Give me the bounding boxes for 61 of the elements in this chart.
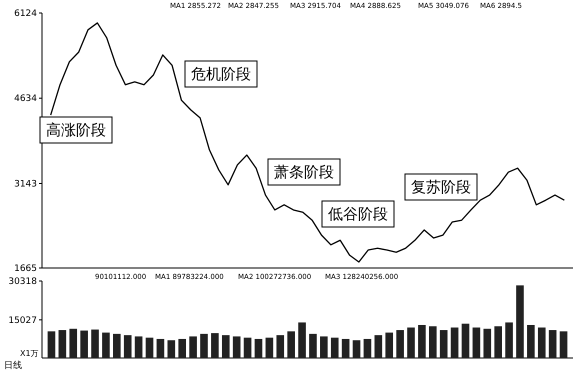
y-tick-label: 30318 (8, 277, 38, 287)
bar (352, 340, 360, 358)
bar (407, 328, 415, 358)
bar (527, 324, 535, 358)
y-tick-label: 3143 (14, 179, 37, 190)
bar (134, 336, 142, 358)
bar (222, 335, 230, 358)
bar (428, 326, 437, 358)
bar (505, 322, 513, 358)
bar (287, 331, 295, 358)
bar (364, 338, 372, 358)
bar (298, 322, 306, 358)
annotation: 低谷阶段 (328, 205, 388, 223)
bar (483, 328, 492, 358)
bar (178, 338, 186, 358)
bar (440, 330, 448, 358)
annotation: 高涨阶段 (46, 121, 106, 139)
annotation: 危机阶段 (191, 65, 251, 83)
bar (418, 324, 426, 358)
bar (494, 326, 502, 358)
bar (211, 333, 219, 358)
bar (200, 334, 208, 358)
bar (156, 338, 164, 358)
bar (385, 332, 394, 358)
bar (266, 338, 274, 358)
bar (91, 330, 99, 358)
bar (58, 330, 66, 358)
bar (560, 331, 568, 358)
y-tick-label: 15027 (8, 316, 37, 326)
bar (342, 338, 350, 358)
bar (320, 336, 328, 358)
text: 日线 (4, 360, 22, 370)
annotation: 萧条阶段 (274, 163, 334, 181)
bar (330, 338, 339, 358)
bar (244, 338, 252, 358)
bar (548, 330, 556, 358)
bar (146, 338, 154, 358)
bar (80, 330, 88, 358)
bar (254, 338, 262, 358)
annotation: 复苏阶段 (411, 178, 471, 196)
y-tick-label: 6124 (14, 9, 38, 19)
bar (124, 335, 132, 358)
text: X1万 (20, 349, 39, 358)
bar (309, 334, 317, 358)
bar (189, 336, 197, 358)
y-tick-label: 1665 (14, 264, 37, 274)
y-tick-label: 4634 (14, 94, 38, 104)
bar (113, 334, 121, 358)
bar (167, 340, 176, 358)
bar (538, 328, 546, 358)
bar (276, 335, 284, 358)
bar (69, 328, 78, 358)
bar (102, 332, 110, 358)
bar (232, 336, 240, 358)
bar (396, 330, 404, 358)
bar (450, 328, 458, 358)
bar (462, 324, 470, 358)
bar (472, 328, 480, 358)
bar (374, 335, 382, 358)
bar (516, 285, 524, 358)
bar (48, 331, 56, 358)
